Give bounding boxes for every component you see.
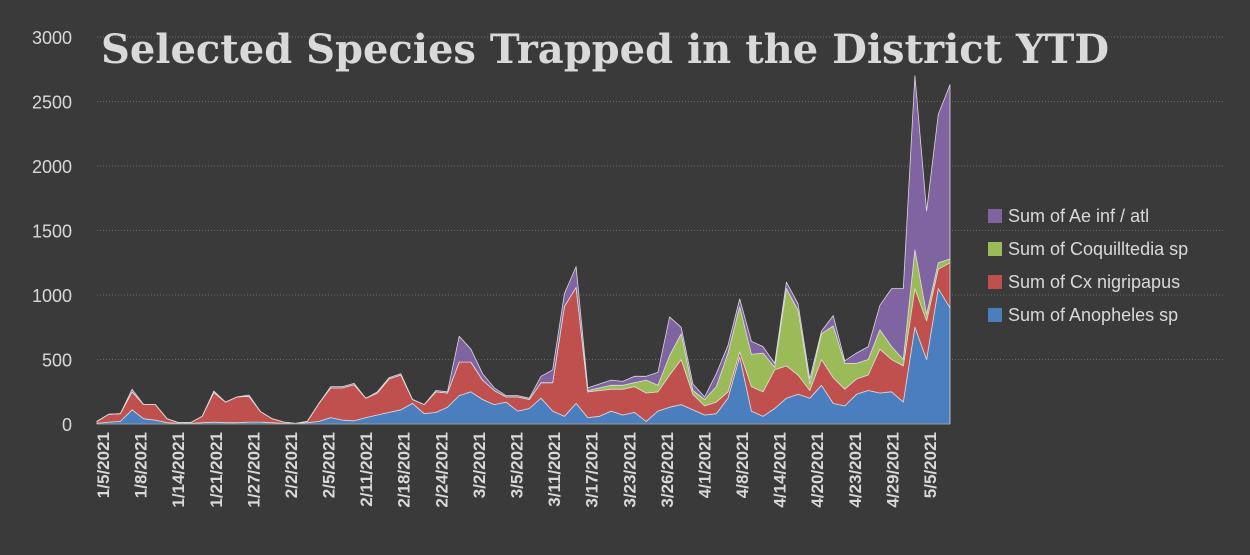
x-tick-label: 2/5/2021 [320, 432, 339, 498]
x-tick-label: 3/11/2021 [545, 432, 564, 507]
series-areas [96, 75, 951, 425]
x-tick-label: 2/2/2021 [282, 432, 301, 498]
x-tick-label: 2/11/2021 [357, 432, 376, 507]
x-tick-label: 4/14/2021 [771, 432, 790, 508]
x-tick-label: 3/5/2021 [508, 432, 527, 498]
x-tick-label: 1/21/2021 [207, 432, 226, 508]
legend-label: Sum of Coquilltedia sp [1008, 239, 1188, 259]
y-tick-label: 500 [42, 351, 72, 371]
y-tick-label: 2500 [32, 93, 72, 113]
y-tick-label: 2000 [32, 157, 72, 177]
y-tick-label: 1000 [32, 286, 72, 306]
legend-label: Sum of Ae inf / atl [1008, 206, 1149, 226]
series-area-4 [96, 75, 951, 424]
x-tick-label: 3/2/2021 [470, 432, 489, 498]
x-tick-label: 3/23/2021 [620, 432, 639, 508]
x-tick-label: 1/27/2021 [244, 432, 263, 508]
x-tick-label: 4/20/2021 [808, 432, 827, 508]
x-tick-label: 4/23/2021 [846, 432, 865, 508]
x-tick-label: 3/26/2021 [658, 432, 677, 508]
x-tick-label: 3/17/2021 [583, 432, 602, 508]
x-tick-label: 2/18/2021 [395, 432, 414, 508]
legend: Sum of Ae inf / atl Sum of Coquilltedia s… [988, 206, 1188, 325]
legend-swatch [988, 242, 1002, 256]
x-tick-label: 2/24/2021 [432, 432, 451, 508]
legend-label: Sum of Anopheles sp [1008, 305, 1178, 325]
y-tick-label: 1500 [32, 222, 72, 242]
legend-swatch [988, 308, 1002, 322]
y-tick-label: 0 [62, 415, 72, 435]
legend-label: Sum of Cx nigripapus [1008, 272, 1180, 292]
y-tick-label: 3000 [32, 28, 72, 48]
x-tick-label: 4/1/2021 [696, 432, 715, 498]
chart-title: Selected Species Trapped in the District… [101, 26, 1109, 73]
legend-swatch [988, 209, 1002, 223]
legend-swatch [988, 275, 1002, 289]
x-tick-label: 4/29/2021 [883, 432, 902, 508]
x-tick-label: 5/5/2021 [921, 432, 940, 498]
axes: 0 500 1000 1500 2000 2500 3000 1/5/2021 1/8/2021… [32, 28, 950, 508]
x-tick-label: 4/8/2021 [733, 432, 752, 498]
x-tick-label: 1/8/2021 [132, 432, 151, 498]
x-tick-label: 1/5/2021 [94, 432, 113, 498]
x-tick-label: 1/14/2021 [169, 432, 188, 508]
